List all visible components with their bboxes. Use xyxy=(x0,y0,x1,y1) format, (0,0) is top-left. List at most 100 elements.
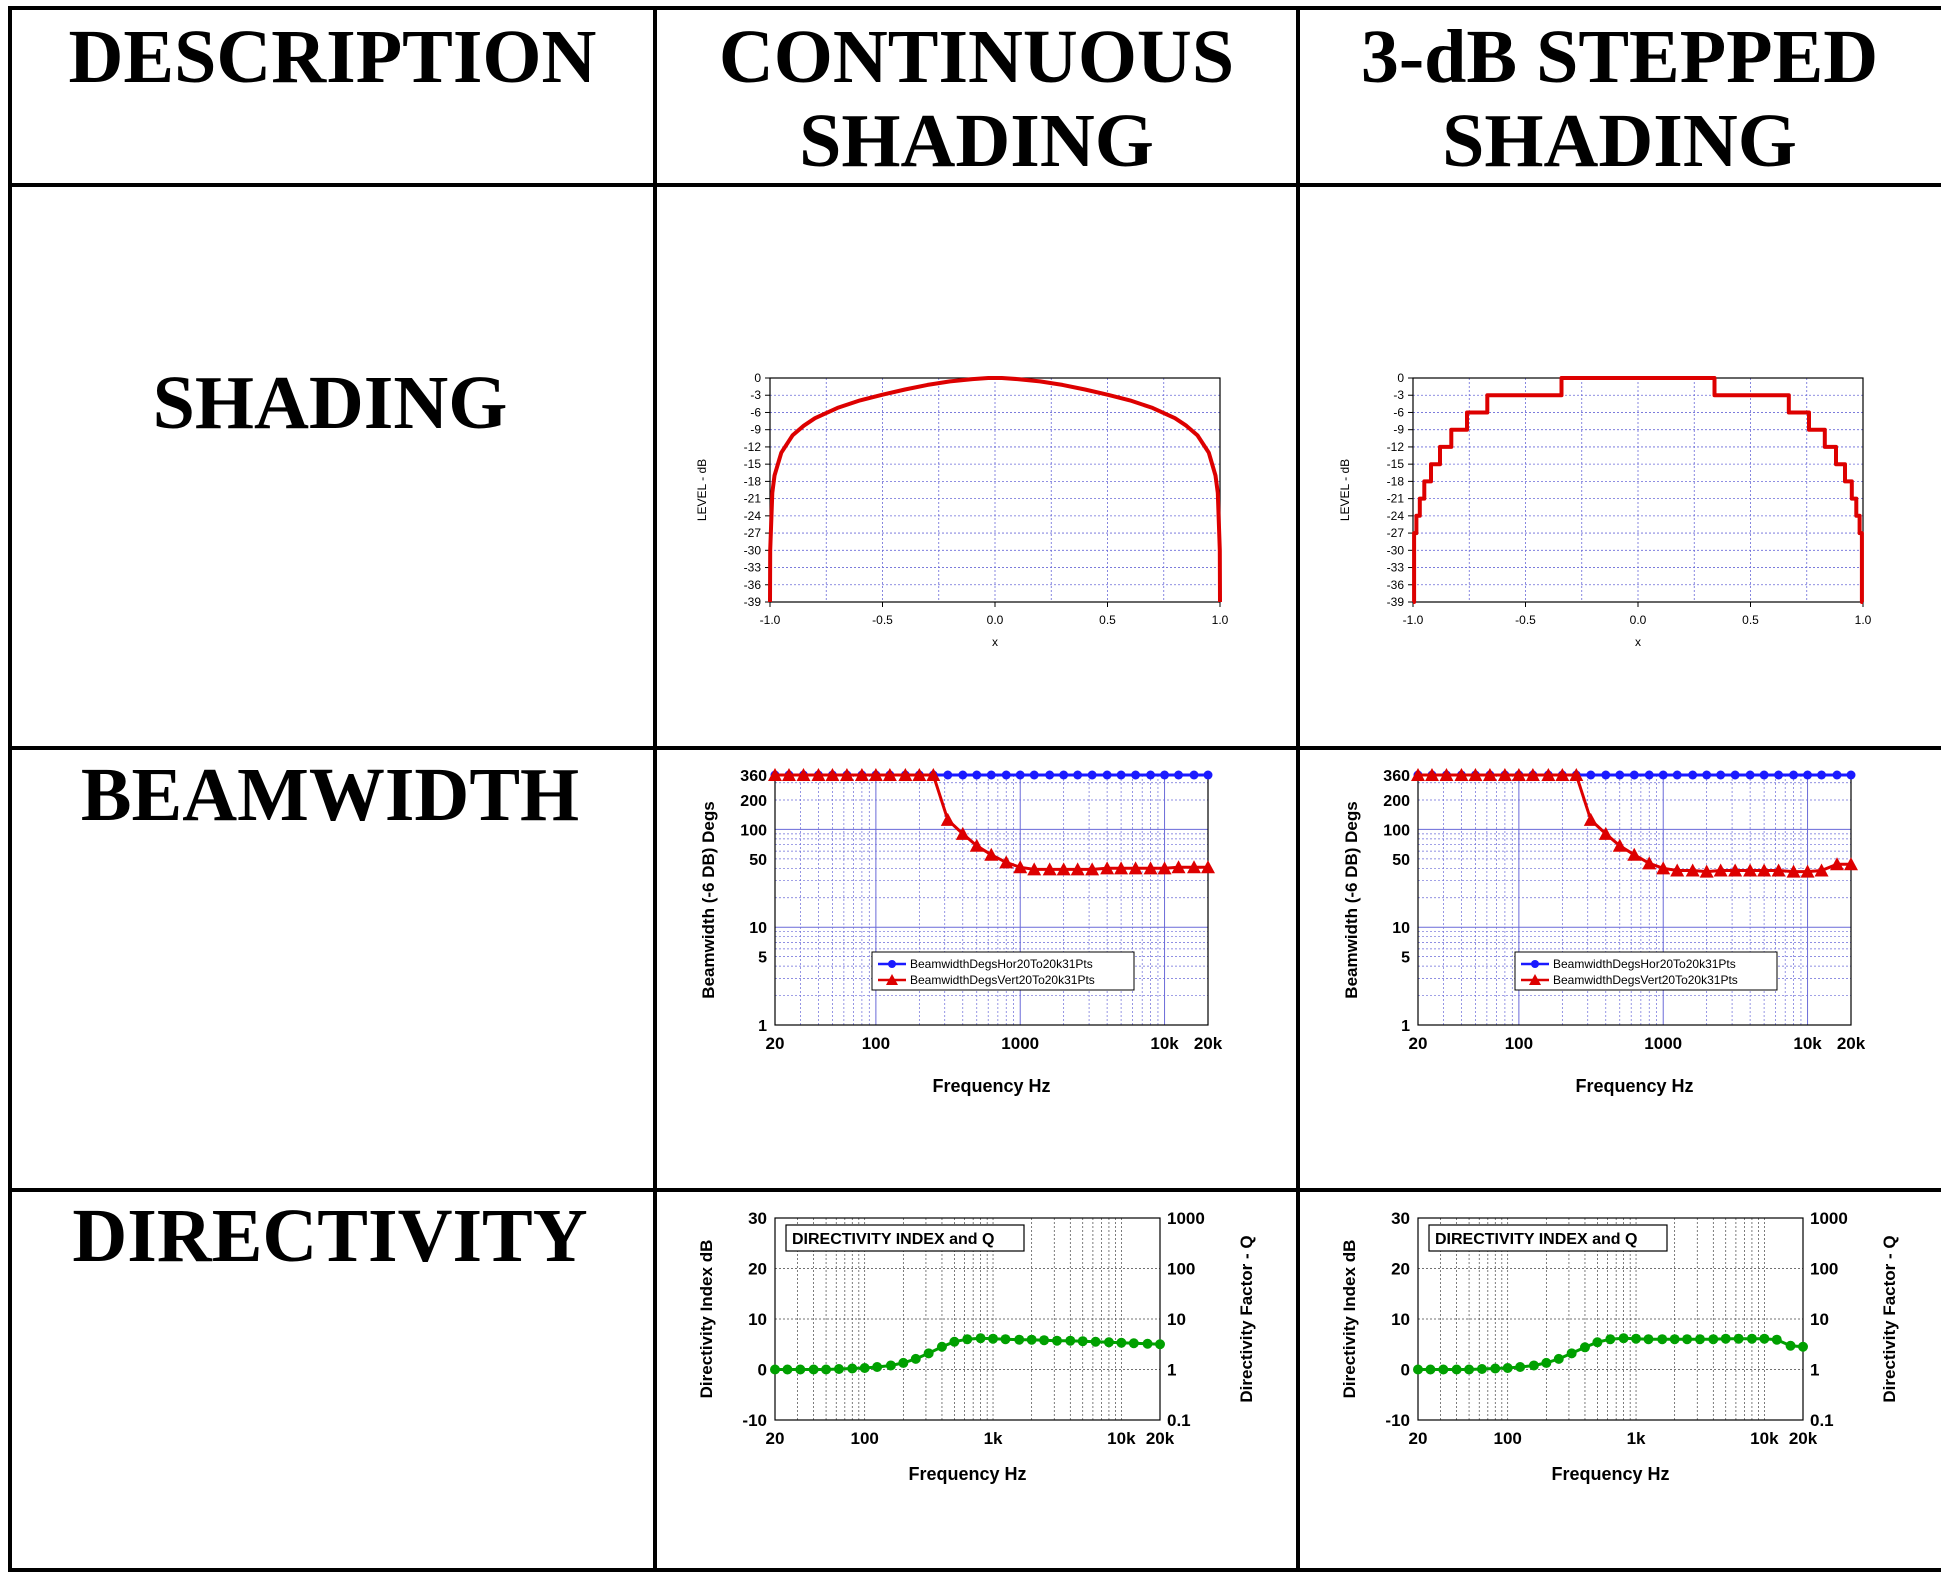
beamwidth-stepped-series-vert-point xyxy=(1541,768,1556,781)
shading-stepped-ytick-label: -24 xyxy=(1387,509,1405,523)
shading-continuous-ytick-label: -21 xyxy=(744,492,762,506)
beamwidth-continuous-series-hor-point xyxy=(1059,770,1069,780)
beamwidth-stepped-series-vert-point xyxy=(1757,863,1772,877)
directivity-continuous-title: DIRECTIVITY INDEX and Q xyxy=(792,1231,994,1248)
directivity-continuous-ytick-label: 30 xyxy=(748,1209,767,1228)
directivity-continuous-series-point xyxy=(795,1364,806,1375)
shading-continuous-xtick-label: -1.0 xyxy=(760,613,781,627)
shading-continuous-chart: 0 -3 -6 -9 -12 -15 -18 -21 -24 -27 -30 -33 -36 -39 -1.… xyxy=(695,371,1229,649)
beamwidth-stepped-series-vert-point xyxy=(1439,768,1454,781)
directivity-stepped-series-point xyxy=(1438,1364,1449,1375)
beamwidth-continuous-series-vert-point xyxy=(1056,862,1071,876)
beamwidth-continuous-series-vert-point xyxy=(839,768,854,781)
directivity-continuous-series-point xyxy=(975,1333,986,1344)
beamwidth-continuous-xtick-label: 100 xyxy=(862,1034,890,1053)
beamwidth-continuous-ytick-label: 360 xyxy=(740,768,767,785)
directivity-stepped-ytick-label: 0 xyxy=(1401,1361,1410,1380)
beamwidth-continuous-series-vert-point xyxy=(940,812,955,826)
directivity-stepped-ylabel: Directivity Index dB xyxy=(1340,1240,1359,1399)
directivity-stepped-title: DIRECTIVITY INDEX and Q xyxy=(1435,1231,1637,1248)
directivity-stepped-series-point xyxy=(1682,1334,1693,1345)
beamwidth-stepped-xlabel: Frequency Hz xyxy=(1575,1076,1693,1096)
directivity-stepped-series-point xyxy=(1708,1334,1719,1345)
directivity-stepped-ytick-label: 10 xyxy=(1391,1310,1410,1329)
shading-stepped-ytick-label: -9 xyxy=(1393,423,1404,437)
directivity-stepped-ytick-label: -10 xyxy=(1385,1411,1410,1430)
shading-continuous-ytick-label: -39 xyxy=(744,595,762,609)
beamwidth-continuous-ytick-label: 50 xyxy=(749,852,767,869)
shading-continuous-ytick-label: -15 xyxy=(744,457,762,471)
beamwidth-stepped-series-hor-point xyxy=(1672,770,1682,780)
shading-continuous-ytick-label: -30 xyxy=(744,543,762,557)
directivity-continuous-plot-frame xyxy=(774,1217,1161,1421)
beamwidth-continuous-series-hor-point xyxy=(1015,770,1025,780)
directivity-continuous-series-point xyxy=(1116,1337,1127,1348)
beamwidth-continuous-series-hor-point xyxy=(986,770,996,780)
beamwidth-continuous-ylabel: Beamwidth (-6 DB) Degs xyxy=(699,801,718,998)
beamwidth-continuous-xtick-label: 20k xyxy=(1194,1034,1223,1053)
beamwidth-stepped-series-vert-point xyxy=(1844,857,1858,871)
beamwidth-continuous-series-vert-point xyxy=(898,768,913,781)
header-continuous-line2: SHADING xyxy=(799,99,1154,183)
directivity-continuous-series-point xyxy=(1077,1336,1088,1347)
beamwidth-stepped-series-vert-point xyxy=(1800,864,1815,878)
directivity-continuous-ylabel-right: Directivity Factor - Q xyxy=(1237,1235,1256,1402)
beamwidth-continuous-ytick-label: 10 xyxy=(749,920,767,937)
beamwidth-continuous-series-hor-point xyxy=(1203,770,1213,780)
directivity-continuous-title-box xyxy=(785,1224,1025,1252)
header-stepped: 3-dB STEPPED SHADING xyxy=(1298,15,1941,183)
beamwidth-continuous-series-hor-point xyxy=(1189,770,1199,780)
beamwidth-stepped-series-vert-point xyxy=(1497,768,1512,781)
beamwidth-continuous-series-hor-point xyxy=(1045,770,1055,780)
beamwidth-continuous-legend-box xyxy=(871,951,1135,991)
beamwidth-continuous-series-vert-point xyxy=(1027,862,1042,876)
beamwidth-continuous-series-vert-point xyxy=(926,768,941,781)
beamwidth-stepped-xtick-label: 20k xyxy=(1837,1034,1866,1053)
shading-stepped-ytick-label: -12 xyxy=(1387,440,1405,454)
directivity-continuous-series-point xyxy=(872,1361,883,1372)
directivity-stepped-yrtick-label: 0.1 xyxy=(1810,1411,1834,1430)
shading-continuous-xtick-label: 1.0 xyxy=(1212,613,1229,627)
beamwidth-stepped-series-vert-point xyxy=(1598,826,1613,840)
header-description-label: DESCRIPTION xyxy=(68,15,597,99)
shading-continuous-ytick-label: -9 xyxy=(750,423,761,437)
directivity-stepped-yrtick-label: 100 xyxy=(1810,1260,1838,1279)
directivity-stepped-xtick-label: 10k xyxy=(1750,1429,1779,1448)
beamwidth-continuous-series-vert-point xyxy=(868,768,883,781)
beamwidth-continuous-series-vert-point xyxy=(1100,861,1115,875)
beamwidth-stepped-legend-vert-label: BeamwidthDegsVert20To20k31Pts xyxy=(1553,973,1738,987)
row-label-directivity: DIRECTIVITY xyxy=(72,1194,588,1278)
beamwidth-continuous-series-hor-point xyxy=(1029,770,1039,780)
beamwidth-stepped-series-hor-point xyxy=(1745,770,1755,780)
beamwidth-continuous-series-vert-point xyxy=(825,768,840,781)
directivity-continuous-series-point xyxy=(988,1333,999,1344)
directivity-continuous-series-point xyxy=(936,1341,947,1352)
directivity-continuous-series-point xyxy=(1039,1335,1050,1346)
beamwidth-continuous-legend-vert-label: BeamwidthDegsVert20To20k31Pts xyxy=(910,973,1095,987)
directivity-continuous-ylabel: Directivity Index dB xyxy=(697,1240,716,1399)
beamwidth-stepped-series-vert-point xyxy=(1482,768,1497,781)
shading-continuous-ytick-label: 0 xyxy=(754,371,761,385)
beamwidth-continuous-ytick-label: 5 xyxy=(758,950,767,967)
beamwidth-continuous-legend-vert-marker xyxy=(886,974,898,985)
directivity-stepped-xlabel: Frequency Hz xyxy=(1551,1464,1669,1484)
beamwidth-stepped-series-vert-point xyxy=(1814,863,1829,877)
directivity-continuous-series-point xyxy=(1000,1334,1011,1345)
beamwidth-stepped-series-vert-point xyxy=(1830,857,1845,871)
beamwidth-stepped-series-hor-point xyxy=(1846,770,1856,780)
directivity-stepped-series-point xyxy=(1618,1333,1629,1344)
beamwidth-continuous-series-vert-point xyxy=(999,855,1014,869)
directivity-stepped-xtick-label: 20k xyxy=(1789,1429,1818,1448)
directivity-stepped-series-point xyxy=(1720,1333,1731,1344)
beamwidth-stepped-ylabel: Beamwidth (-6 DB) Degs xyxy=(1342,801,1361,998)
directivity-continuous-ytick-label: 10 xyxy=(748,1310,767,1329)
directivity-continuous-series-point xyxy=(770,1364,780,1375)
directivity-continuous-xtick-label: 10k xyxy=(1107,1429,1136,1448)
shading-stepped-ytick-label: -33 xyxy=(1387,561,1405,575)
beamwidth-stepped-series-hor-point xyxy=(1817,770,1827,780)
beamwidth-stepped-series-vert-point xyxy=(1627,847,1642,861)
beamwidth-continuous-legend-hor-label: BeamwidthDegsHor20To20k31Pts xyxy=(910,957,1093,971)
beamwidth-continuous-series-vert-point xyxy=(1042,862,1057,876)
shading-stepped-xtick-label: -0.5 xyxy=(1515,613,1536,627)
beamwidth-continuous-series-vert-point xyxy=(768,768,782,781)
